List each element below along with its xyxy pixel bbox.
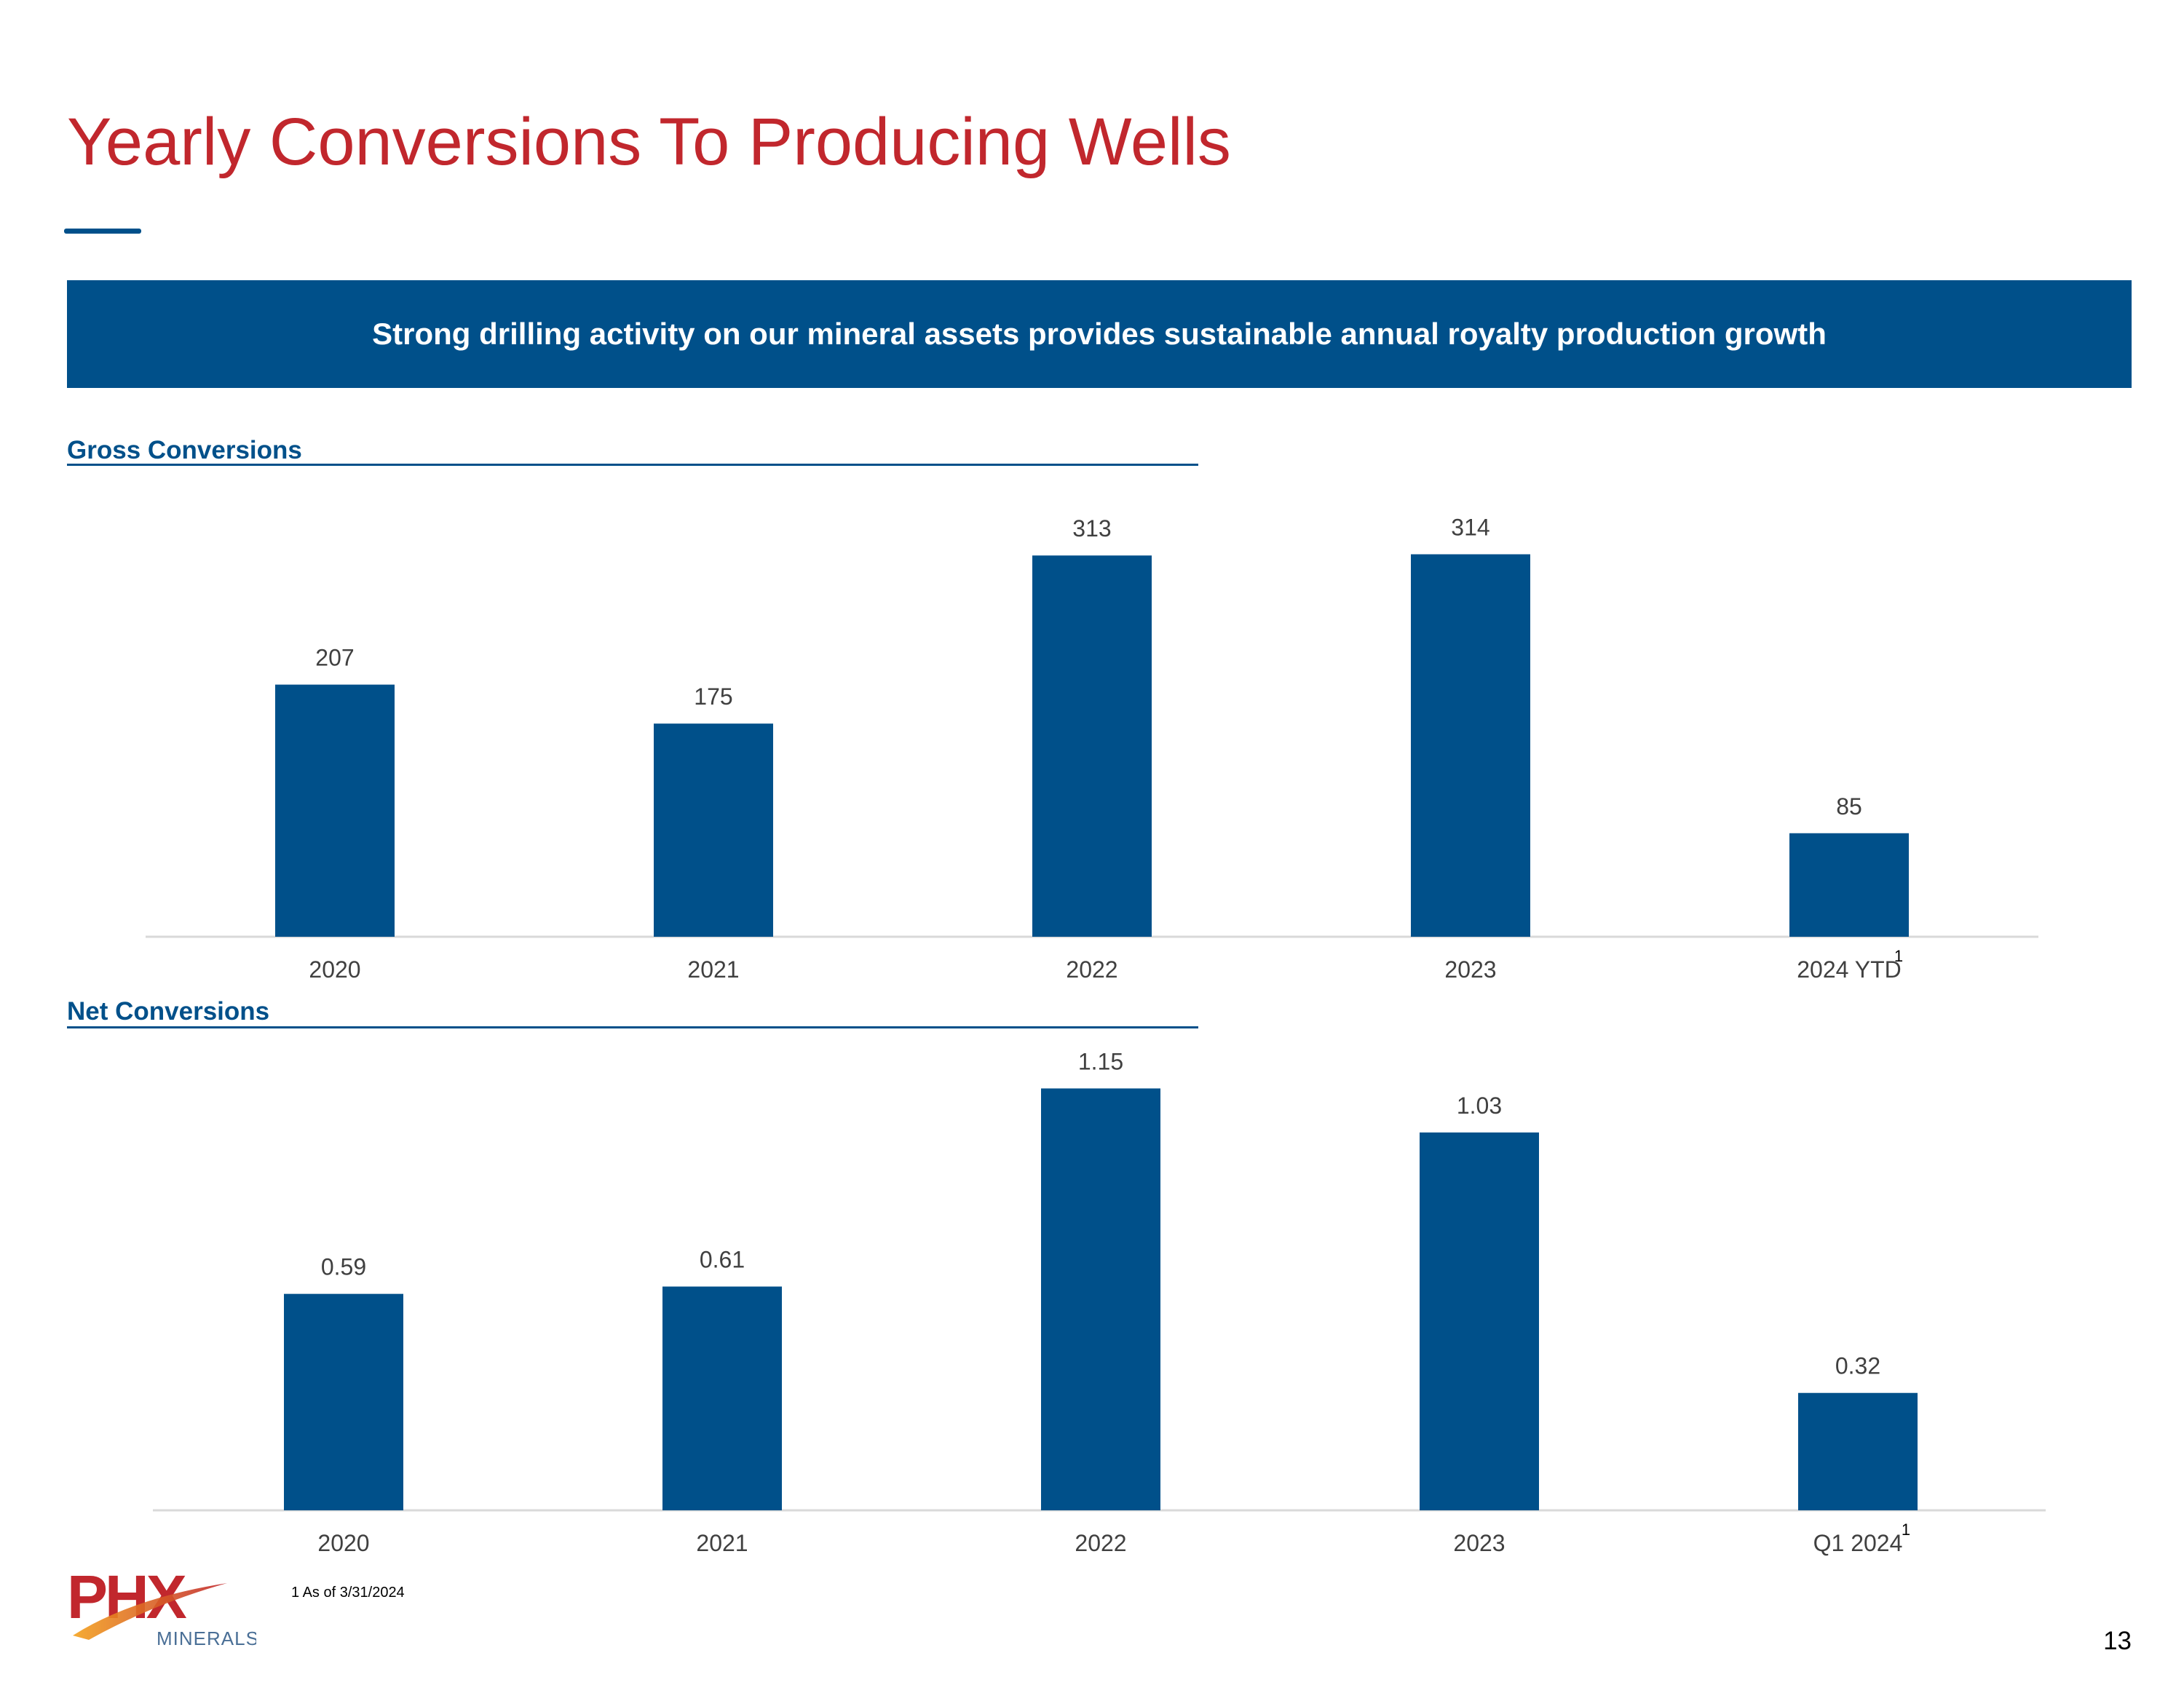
bar (1411, 554, 1530, 937)
footnote-marker: 1 (1894, 947, 1903, 965)
data-label: 1.15 (1078, 1048, 1123, 1074)
banner-text: Strong drilling activity on our mineral … (372, 317, 1827, 351)
x-tick-label: 2021 (687, 956, 739, 983)
phx-minerals-logo: PHX MINERALS (67, 1569, 256, 1649)
data-label: 0.32 (1835, 1353, 1880, 1379)
x-tick-label: 2022 (1066, 956, 1117, 983)
headline-banner: Strong drilling activity on our mineral … (67, 280, 2132, 388)
bar (284, 1293, 403, 1510)
x-tick-label: 2023 (1453, 1530, 1505, 1556)
title-underline (64, 229, 141, 234)
bar (662, 1286, 782, 1510)
x-tick-label: 2020 (317, 1530, 369, 1556)
data-label: 0.59 (321, 1254, 366, 1280)
data-label: 85 (1836, 793, 1862, 820)
net-conversions-chart: 0.59 2020 0.61 2021 1.15 2022 1.03 2023 0.32 Q1 2… (153, 1048, 2046, 1556)
bar (1798, 1392, 1918, 1510)
bar (1041, 1088, 1160, 1510)
x-tick-label: 2020 (309, 956, 360, 983)
bar (1789, 833, 1909, 937)
data-label: 0.61 (700, 1247, 745, 1273)
page-number: 13 (2103, 1627, 2132, 1655)
data-label: 207 (315, 645, 354, 671)
gross-conversions-rule (67, 464, 1198, 466)
data-label: 313 (1072, 515, 1111, 542)
bar (654, 723, 773, 937)
data-label: 175 (694, 683, 732, 710)
svg-text:MINERALS: MINERALS (157, 1627, 256, 1649)
footnote-marker: 1 (1902, 1521, 1910, 1539)
x-tick-label: 2023 (1444, 956, 1496, 983)
x-tick-label: 2022 (1075, 1530, 1126, 1556)
bar (275, 684, 395, 937)
bar (1420, 1132, 1539, 1510)
net-conversions-rule (67, 1026, 1198, 1028)
data-label: 314 (1451, 515, 1489, 541)
data-label: 1.03 (1457, 1093, 1502, 1119)
footnote: 1 As of 3/31/2024 (291, 1585, 405, 1601)
bar (1032, 555, 1152, 937)
page-title: Yearly Conversions To Producing Wells (67, 105, 1231, 179)
x-tick-label: 2024 YTD (1797, 956, 1902, 983)
x-tick-label: 2021 (696, 1530, 748, 1556)
gross-conversions-title: Gross Conversions (67, 436, 302, 464)
net-conversions-title: Net Conversions (67, 997, 270, 1026)
x-tick-label: Q1 2024 (1813, 1530, 1903, 1556)
